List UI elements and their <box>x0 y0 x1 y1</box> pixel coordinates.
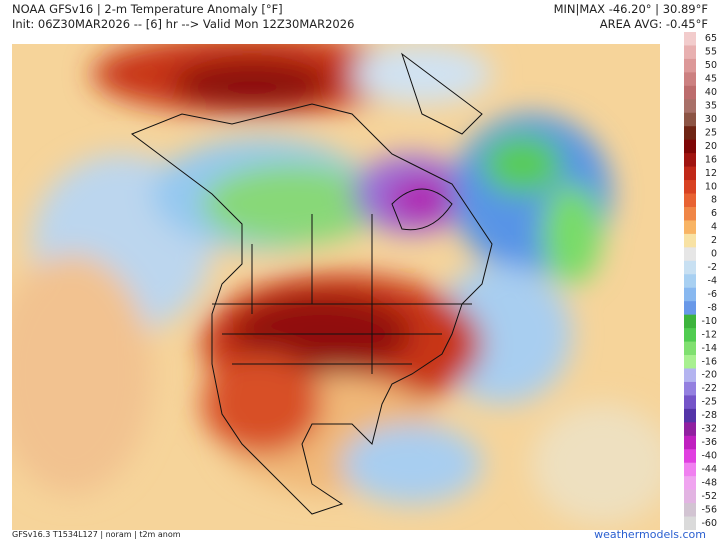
area-average: AREA AVG: -0.45°F <box>599 17 708 31</box>
colorbar-swatch <box>684 180 696 195</box>
colorbar-label: -36 <box>701 437 717 448</box>
colorbar-label: 40 <box>705 87 717 98</box>
colorbar-label: 2 <box>711 235 717 246</box>
colorbar-swatch <box>684 153 696 168</box>
colorbar-label: -32 <box>701 424 717 435</box>
colorbar-label: 4 <box>711 222 717 233</box>
colorbar-swatch <box>684 260 696 275</box>
colorbar-label: -48 <box>701 477 717 488</box>
colorbar-swatch <box>684 476 696 491</box>
colorbar-label: 16 <box>705 154 717 165</box>
colorbar-swatch <box>684 462 696 477</box>
colorbar-swatch <box>684 58 696 73</box>
colorbar-swatch <box>684 220 696 235</box>
colorbar-swatch <box>684 274 696 289</box>
colorbar-label: 6 <box>711 208 717 219</box>
colorbar-label: -28 <box>701 410 717 421</box>
colorbar-swatch <box>684 166 696 181</box>
model-info: GFSv16.3 T1534L127 | noram | t2m anom <box>12 530 181 539</box>
colorbar-swatch <box>684 139 696 154</box>
colorbar-label: -60 <box>701 518 717 529</box>
colorbar-swatch <box>684 435 696 450</box>
colorbar-label: -6 <box>708 289 717 300</box>
colorbar-label: -2 <box>708 262 717 273</box>
colorbar-swatch <box>684 328 696 343</box>
colorbar-label: 35 <box>705 101 717 112</box>
colorbar-swatch <box>684 85 696 100</box>
colorbar-swatch <box>684 489 696 504</box>
colorbar-swatch <box>684 193 696 208</box>
colorbar-label: -25 <box>701 397 717 408</box>
colorbar-label: -12 <box>701 329 717 340</box>
colorbar-swatch <box>684 395 696 410</box>
map <box>12 44 660 530</box>
colorbar-swatch <box>684 368 696 383</box>
colorbar-label: -22 <box>701 383 717 394</box>
colorbar-label: -14 <box>701 343 717 354</box>
colorbar-swatch <box>684 355 696 369</box>
colorbar-label: 25 <box>705 127 717 138</box>
coastlines <box>130 52 493 515</box>
colorbar-swatch <box>684 287 696 302</box>
colorbar-label: -16 <box>701 356 717 367</box>
colorbar-label: 10 <box>705 181 717 192</box>
colorbar-swatch <box>684 112 696 127</box>
colorbar-label: 55 <box>705 47 717 58</box>
colorbar-label: 65 <box>705 33 717 44</box>
min-max: MIN|MAX -46.20° | 30.89°F <box>553 2 708 16</box>
colorbar-swatch <box>684 449 696 464</box>
colorbar-label: 20 <box>705 141 717 152</box>
colorbar-swatch <box>684 314 696 329</box>
colorbar-swatch <box>684 301 696 316</box>
colorbar-swatch <box>684 503 696 518</box>
colorbar-label: 12 <box>705 168 717 179</box>
colorbar-label: 45 <box>705 74 717 85</box>
colorbar-label: 0 <box>711 249 717 260</box>
colorbar-swatch <box>684 247 696 262</box>
colorbar-swatch <box>684 72 696 87</box>
colorbar-label: -44 <box>701 464 717 475</box>
site-link[interactable]: weathermodels.com <box>594 528 706 541</box>
colorbar-swatch <box>684 408 696 423</box>
colorbar-label: -52 <box>701 491 717 502</box>
colorbar-swatch <box>684 516 696 530</box>
colorbar-swatch <box>684 381 696 396</box>
title: NOAA GFSv16 | 2-m Temperature Anomaly [°… <box>12 2 283 16</box>
colorbar-label: -56 <box>701 504 717 515</box>
colorbar: 65555045403530252016121086420-2-4-6-8-10… <box>684 32 717 530</box>
init-line: Init: 06Z30MAR2026 -- [6] hr --> Valid M… <box>12 17 355 31</box>
colorbar-label: 50 <box>705 60 717 71</box>
colorbar-label: 30 <box>705 114 717 125</box>
colorbar-swatch <box>684 126 696 141</box>
colorbar-label: 8 <box>711 195 717 206</box>
colorbar-swatch <box>684 45 696 60</box>
colorbar-label: -40 <box>701 450 717 461</box>
colorbar-swatch <box>684 341 696 356</box>
colorbar-label: -8 <box>708 302 717 313</box>
colorbar-swatch <box>684 206 696 221</box>
colorbar-swatch <box>684 32 696 46</box>
colorbar-swatch <box>684 422 696 437</box>
colorbar-label: -20 <box>701 370 717 381</box>
colorbar-swatch <box>684 233 696 248</box>
colorbar-label: -4 <box>708 276 717 287</box>
colorbar-label: -10 <box>701 316 717 327</box>
colorbar-swatch <box>684 99 696 114</box>
